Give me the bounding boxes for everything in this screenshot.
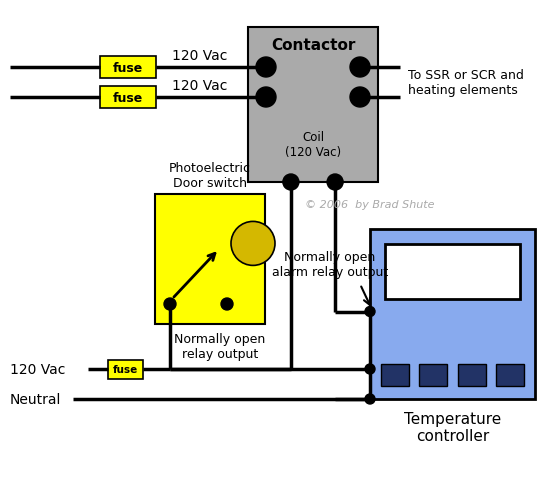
FancyBboxPatch shape (100, 87, 156, 109)
Circle shape (365, 394, 375, 404)
Circle shape (221, 298, 233, 310)
Circle shape (164, 298, 176, 310)
Text: Contactor: Contactor (271, 38, 355, 53)
Text: fuse: fuse (113, 61, 143, 75)
Text: fuse: fuse (113, 91, 143, 104)
Text: Coil
(120 Vac): Coil (120 Vac) (285, 131, 341, 159)
Text: Normally open
relay output: Normally open relay output (175, 333, 266, 360)
Circle shape (327, 175, 343, 191)
Circle shape (256, 58, 276, 78)
Circle shape (350, 88, 370, 108)
Text: Normally open
alarm relay output: Normally open alarm relay output (272, 251, 388, 278)
FancyBboxPatch shape (248, 28, 378, 182)
FancyBboxPatch shape (385, 244, 520, 300)
Text: Neutral: Neutral (10, 392, 61, 406)
Text: © 2006  by Brad Shute: © 2006 by Brad Shute (305, 199, 435, 210)
FancyBboxPatch shape (458, 364, 486, 386)
Text: Temperature
controller: Temperature controller (404, 411, 501, 443)
FancyBboxPatch shape (497, 364, 525, 386)
FancyBboxPatch shape (100, 57, 156, 79)
FancyBboxPatch shape (381, 364, 408, 386)
FancyBboxPatch shape (108, 360, 142, 378)
Text: 120 Vac: 120 Vac (172, 49, 228, 63)
FancyBboxPatch shape (155, 195, 265, 324)
Text: To SSR or SCR and
heating elements: To SSR or SCR and heating elements (408, 69, 524, 97)
Circle shape (365, 364, 375, 374)
Circle shape (365, 307, 375, 317)
Text: fuse: fuse (112, 364, 138, 374)
FancyBboxPatch shape (370, 229, 535, 399)
Text: 120 Vac: 120 Vac (10, 362, 65, 376)
Circle shape (231, 222, 275, 266)
Circle shape (350, 58, 370, 78)
FancyBboxPatch shape (419, 364, 447, 386)
Text: Photoelectric
Door switch: Photoelectric Door switch (169, 162, 251, 190)
Circle shape (283, 175, 299, 191)
Text: 120 Vac: 120 Vac (172, 79, 228, 93)
Circle shape (256, 88, 276, 108)
